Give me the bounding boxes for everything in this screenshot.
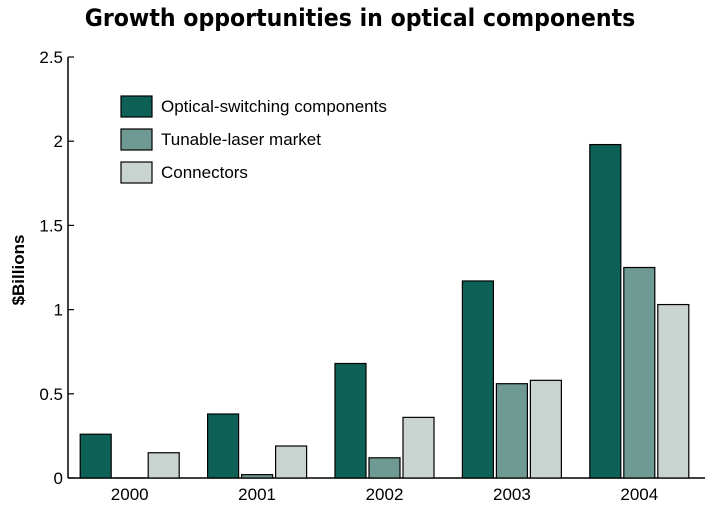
y-tick-label: 0.5 xyxy=(39,385,63,404)
y-tick-label: 2 xyxy=(54,132,63,151)
chart-title: Growth opportunities in optical componen… xyxy=(84,4,636,32)
x-ticks: 2000 2001 2002 2003 2004 xyxy=(111,485,658,504)
y-tick-label: 1 xyxy=(54,301,63,320)
bar-2001-series-2 xyxy=(241,474,274,479)
y-ticks: 0 0.5 1 1.5 2 2.5 xyxy=(39,48,74,488)
x-tick-label: 2001 xyxy=(238,485,276,504)
bar-2001-series-1 xyxy=(207,413,240,479)
y-tick-label: 0 xyxy=(54,469,63,488)
bar-2002-series-1 xyxy=(334,362,367,479)
legend-swatch xyxy=(120,95,153,118)
bars xyxy=(79,143,690,479)
bar-2002-series-2 xyxy=(368,457,401,479)
bar-2000-series-1 xyxy=(79,433,112,479)
x-tick-label: 2003 xyxy=(493,485,531,504)
legend-swatch xyxy=(120,161,153,184)
y-tick-label: 1.5 xyxy=(39,216,63,235)
y-axis-label: $Billions xyxy=(9,235,28,306)
y-tick-label: 2.5 xyxy=(39,48,63,67)
x-tick-label: 2000 xyxy=(111,485,149,504)
bar-2003-series-2 xyxy=(495,383,528,479)
y-axis-label-group: $Billions xyxy=(9,235,28,306)
legend-label: Tunable-laser market xyxy=(161,130,321,149)
x-tick-label: 2002 xyxy=(366,485,404,504)
legend: Optical-switching components Tunable-lase… xyxy=(120,95,387,184)
legend-label: Connectors xyxy=(161,163,248,182)
bar-2003-series-1 xyxy=(461,280,494,479)
bar-2001-series-3 xyxy=(275,445,308,479)
bar-2002-series-3 xyxy=(402,416,435,479)
legend-label: Optical-switching components xyxy=(161,97,387,116)
bar-2004-series-2 xyxy=(623,266,656,479)
bar-2004-series-3 xyxy=(657,303,690,479)
bar-2003-series-3 xyxy=(529,379,563,479)
legend-swatch xyxy=(120,128,153,151)
x-tick-label: 2004 xyxy=(620,485,658,504)
bar-2000-series-3 xyxy=(147,452,180,479)
bar-2004-series-1 xyxy=(589,143,622,479)
